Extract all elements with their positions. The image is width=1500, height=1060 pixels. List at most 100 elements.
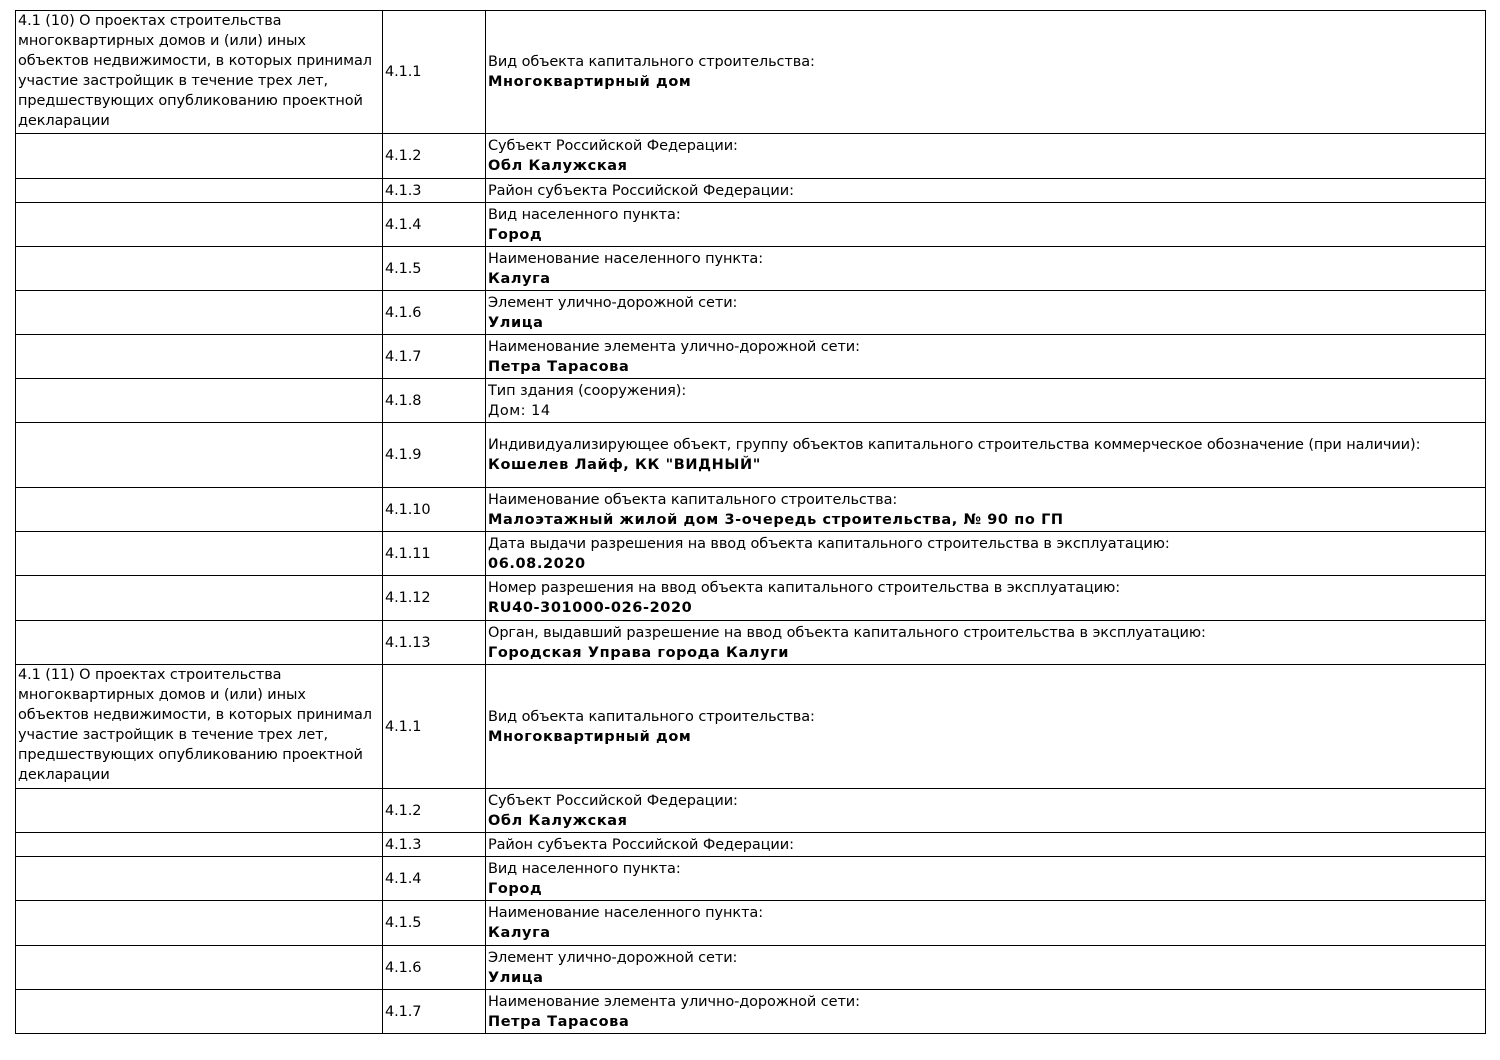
item-value: Улица <box>488 969 544 986</box>
item-content: Дата выдачи разрешения на ввод объекта к… <box>485 531 1486 576</box>
empty-cell <box>15 133 383 179</box>
item-label: Элемент улично-дорожной сети: <box>488 949 738 966</box>
item-code: 4.1.9 <box>382 422 486 488</box>
item-content: Район субъекта Российской Федерации: <box>485 832 1486 857</box>
item-label: Вид населенного пункта: <box>488 206 681 223</box>
item-content: Индивидуализирующее объект, группу объек… <box>485 422 1486 488</box>
item-content: Орган, выдавший разрешение на ввод объек… <box>485 620 1486 665</box>
empty-cell <box>15 202 383 247</box>
item-content: Район субъекта Российской Федерации: <box>485 178 1486 203</box>
item-code: 4.1.6 <box>382 945 486 990</box>
item-code: 4.1.4 <box>382 856 486 901</box>
item-label: Вид объекта капитального строительства: <box>488 54 815 70</box>
item-value: Улица <box>488 314 544 331</box>
table-row: 4.1.9 Индивидуализирующее объект, группу … <box>15 422 1486 488</box>
item-value: Город <box>488 226 543 243</box>
item-content: Наименование элемента улично-дорожной се… <box>485 334 1486 379</box>
item-code: 4.1.5 <box>382 246 486 291</box>
item-content: Элемент улично-дорожной сети: Улица <box>485 290 1486 335</box>
item-label: Элемент улично-дорожной сети: <box>488 294 738 311</box>
empty-cell <box>15 246 383 291</box>
item-value: Обл Калужская <box>488 158 628 174</box>
table-row: 4.1.4 Вид населенного пункта: Город <box>15 202 1486 247</box>
empty-cell <box>15 900 383 946</box>
table-row: 4.1.7 Наименование элемента улично-дорожн… <box>15 989 1486 1034</box>
empty-cell <box>15 945 383 990</box>
item-code: 4.1.11 <box>382 531 486 576</box>
item-label: Район субъекта Российской Федерации: <box>488 182 794 199</box>
item-value: 06.08.2020 <box>488 555 586 572</box>
item-content: Наименование объекта капитального строит… <box>485 487 1486 532</box>
item-code: 4.1.3 <box>382 832 486 857</box>
item-label: Район субъекта Российской Федерации: <box>488 836 794 853</box>
table-row: 4.1.8 Тип здания (сооружения): Дом: 14 <box>15 378 1486 423</box>
item-content: Субъект Российской Федерации: Обл Калужск… <box>485 788 1486 833</box>
empty-cell <box>15 178 383 203</box>
item-value: RU40-301000-026-2020 <box>488 600 693 616</box>
item-label: Дата выдачи разрешения на ввод объекта к… <box>488 535 1170 552</box>
item-value: Дом: 14 <box>488 402 551 419</box>
item-label: Наименование населенного пункта: <box>488 905 763 921</box>
empty-cell <box>15 378 383 423</box>
item-code: 4.1.1 <box>382 10 486 134</box>
item-value: Многоквартирный дом <box>488 74 692 90</box>
item-value: Малоэтажный жилой дом 3-очередь строител… <box>488 511 1064 528</box>
item-value: Кошелев Лайф, КК "ВИДНЫЙ" <box>488 457 761 473</box>
item-content: Тип здания (сооружения): Дом: 14 <box>485 378 1486 423</box>
empty-cell <box>15 575 383 621</box>
empty-cell <box>15 487 383 532</box>
item-value: Петра Тарасова <box>488 1013 630 1030</box>
empty-cell <box>15 422 383 488</box>
item-label: Индивидуализирующее объект, группу объек… <box>488 437 1421 453</box>
table-row: 4.1.13 Орган, выдавший разрешение на ввод… <box>15 620 1486 665</box>
item-content: Вид населенного пункта: Город <box>485 856 1486 901</box>
item-code: 4.1.7 <box>382 989 486 1034</box>
item-label: Наименование населенного пункта: <box>488 250 763 267</box>
item-label: Вид объекта капитального строительства: <box>488 708 815 725</box>
item-label: Наименование объекта капитального строит… <box>488 491 898 508</box>
table-row: 4.1.5 Наименование населенного пункта: Кал… <box>15 900 1486 946</box>
item-code: 4.1.10 <box>382 487 486 532</box>
table-row: 4.1 (10) О проектах строительства многок… <box>15 10 1486 134</box>
table-row: 4.1.3 Район субъекта Российской Федерации… <box>15 832 1486 857</box>
item-value: Калуга <box>488 925 551 941</box>
item-code: 4.1.1 <box>382 664 486 789</box>
item-code: 4.1.7 <box>382 334 486 379</box>
item-content: Наименование населенного пункта: Калуга <box>485 900 1486 946</box>
item-code: 4.1.2 <box>382 788 486 833</box>
item-code: 4.1.13 <box>382 620 486 665</box>
empty-cell <box>15 989 383 1034</box>
item-value: Многоквартирный дом <box>488 728 692 745</box>
empty-cell <box>15 856 383 901</box>
table-row: 4.1.11 Дата выдачи разрешения на ввод объ… <box>15 531 1486 576</box>
table-row: 4.1.7 Наименование элемента улично-дорожн… <box>15 334 1486 379</box>
item-code: 4.1.12 <box>382 575 486 621</box>
item-label: Вид населенного пункта: <box>488 860 681 877</box>
item-label: Орган, выдавший разрешение на ввод объек… <box>488 624 1206 641</box>
item-content: Наименование элемента улично-дорожной се… <box>485 989 1486 1034</box>
item-label: Наименование элемента улично-дорожной се… <box>488 993 860 1010</box>
table-row: 4.1 (11) О проектах строительства многок… <box>15 664 1486 789</box>
empty-cell <box>15 832 383 857</box>
item-code: 4.1.5 <box>382 900 486 946</box>
item-content: Элемент улично-дорожной сети: Улица <box>485 945 1486 990</box>
item-value: Калуга <box>488 270 551 287</box>
empty-cell <box>15 290 383 335</box>
item-label: Номер разрешения на ввод объекта капитал… <box>488 580 1121 596</box>
empty-cell <box>15 531 383 576</box>
item-code: 4.1.4 <box>382 202 486 247</box>
item-content: Наименование населенного пункта: Калуга <box>485 246 1486 291</box>
item-value: Обл Калужская <box>488 812 628 829</box>
item-content: Номер разрешения на ввод объекта капитал… <box>485 575 1486 621</box>
table-row: 4.1.6 Элемент улично-дорожной сети: Улица <box>15 945 1486 990</box>
item-label: Тип здания (сооружения): <box>488 382 687 399</box>
item-code: 4.1.6 <box>382 290 486 335</box>
table-row: 4.1.5 Наименование населенного пункта: Кал… <box>15 246 1486 291</box>
table-row: 4.1.6 Элемент улично-дорожной сети: Улица <box>15 290 1486 335</box>
empty-cell <box>15 788 383 833</box>
item-code: 4.1.3 <box>382 178 486 203</box>
item-content: Вид объекта капитального строительства: М… <box>485 664 1486 789</box>
item-label: Субъект Российской Федерации: <box>488 138 738 154</box>
item-code: 4.1.2 <box>382 133 486 179</box>
empty-cell <box>15 620 383 665</box>
